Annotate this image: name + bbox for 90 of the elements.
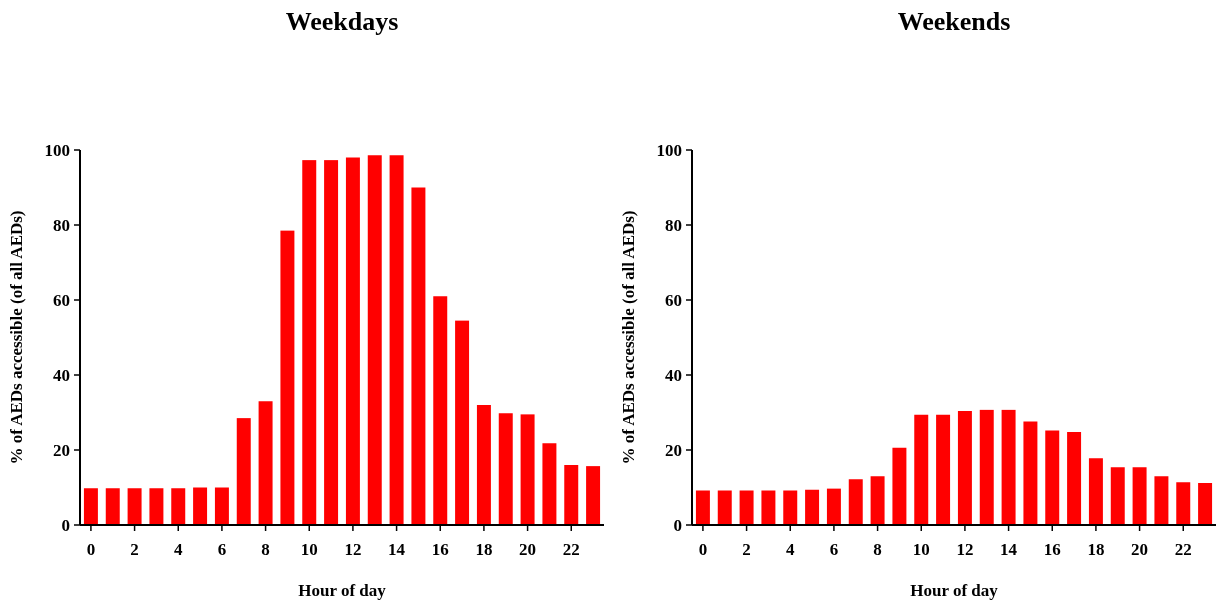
bar xyxy=(83,488,98,525)
x-tick-label: 2 xyxy=(130,540,139,559)
y-tick-label: 80 xyxy=(53,215,70,235)
y-tick-label: 100 xyxy=(656,140,682,160)
bar xyxy=(957,411,972,525)
bar xyxy=(498,413,513,525)
bar xyxy=(127,488,142,525)
bar xyxy=(826,488,841,525)
bar xyxy=(433,296,448,525)
x-tick-label: 10 xyxy=(912,540,930,559)
bar xyxy=(739,490,754,525)
bar xyxy=(411,187,426,525)
bar xyxy=(586,466,601,525)
bar xyxy=(1176,482,1191,525)
x-tick-label: 0 xyxy=(698,540,708,559)
bar xyxy=(870,476,885,525)
bar xyxy=(302,160,317,525)
x-tick-label: 4 xyxy=(786,540,795,559)
y-tick-label: 60 xyxy=(53,290,70,310)
bar xyxy=(1198,483,1213,525)
y-axis-title: % of AEDs accessible (of all AEDs) xyxy=(619,210,638,465)
bar xyxy=(936,414,951,525)
bar xyxy=(783,490,798,525)
bar xyxy=(345,157,360,525)
x-tick-label: 4 xyxy=(174,540,183,559)
x-tick-label: 6 xyxy=(829,540,839,559)
y-tick-label: 40 xyxy=(53,365,70,385)
y-tick-label: 20 xyxy=(665,440,682,460)
x-axis-title: Hour of day xyxy=(910,581,999,600)
y-tick-label: 0 xyxy=(61,515,70,535)
bar xyxy=(455,320,470,525)
bar xyxy=(1001,409,1016,525)
bar xyxy=(214,487,229,525)
x-tick-label: 10 xyxy=(300,540,318,559)
x-tick-label: 20 xyxy=(519,540,537,559)
y-tick-label: 100 xyxy=(44,140,70,160)
bar xyxy=(695,490,710,525)
x-tick-label: 14 xyxy=(388,540,406,559)
bar xyxy=(848,479,863,525)
bar xyxy=(1088,458,1103,525)
x-tick-label: 18 xyxy=(1087,540,1105,559)
y-tick-label: 60 xyxy=(665,290,682,310)
bar xyxy=(389,155,404,525)
bar xyxy=(258,401,273,525)
bar xyxy=(979,409,994,525)
bar xyxy=(1023,421,1038,525)
bar xyxy=(1154,476,1169,525)
bar xyxy=(805,489,820,525)
y-tick-label: 0 xyxy=(673,515,682,535)
bar xyxy=(1045,430,1060,525)
bar xyxy=(520,414,535,525)
bar xyxy=(1132,467,1147,525)
bar xyxy=(1067,432,1082,525)
bar xyxy=(105,488,120,525)
bar xyxy=(761,490,776,525)
bar xyxy=(236,418,251,525)
bar xyxy=(476,405,491,525)
x-tick-label: 20 xyxy=(1131,540,1149,559)
x-tick-label: 18 xyxy=(475,540,493,559)
x-tick-label: 2 xyxy=(742,540,751,559)
x-tick-label: 12 xyxy=(344,540,362,559)
x-tick-label: 8 xyxy=(873,540,882,559)
bar xyxy=(717,490,732,525)
bar xyxy=(280,230,295,525)
x-tick-label: 16 xyxy=(431,540,449,559)
y-tick-label: 80 xyxy=(665,215,682,235)
bar xyxy=(171,488,186,525)
bar xyxy=(564,465,579,525)
y-axis-title: % of AEDs accessible (of all AEDs) xyxy=(7,210,26,465)
x-tick-label: 0 xyxy=(86,540,96,559)
bar xyxy=(914,414,929,525)
bar xyxy=(1110,467,1125,525)
x-tick-label: 22 xyxy=(562,540,580,559)
bar xyxy=(367,155,382,525)
x-axis-title: Hour of day xyxy=(298,581,387,600)
y-tick-label: 20 xyxy=(53,440,70,460)
bar xyxy=(149,488,164,525)
y-tick-label: 40 xyxy=(665,365,682,385)
bar xyxy=(193,487,208,525)
x-tick-label: 16 xyxy=(1043,540,1061,559)
x-tick-label: 8 xyxy=(261,540,270,559)
x-tick-label: 6 xyxy=(217,540,227,559)
chart-title: Weekends xyxy=(897,7,1011,36)
x-tick-label: 14 xyxy=(1000,540,1018,559)
bar xyxy=(542,443,557,525)
x-tick-label: 12 xyxy=(956,540,974,559)
chart-title: Weekdays xyxy=(285,7,399,36)
bar xyxy=(892,447,907,525)
bar xyxy=(324,160,339,525)
x-tick-label: 22 xyxy=(1174,540,1192,559)
